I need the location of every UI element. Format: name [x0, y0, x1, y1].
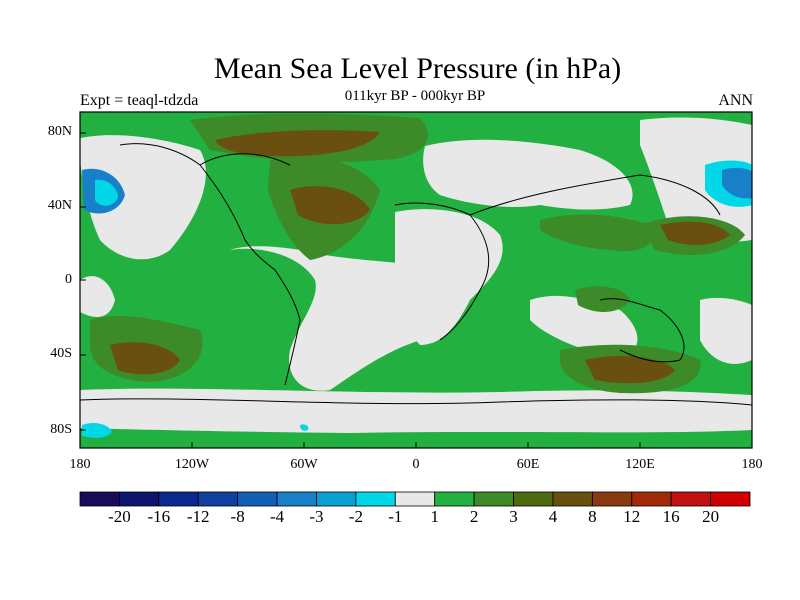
x-tick-label: 120E: [625, 457, 655, 472]
chart-title: Mean Sea Level Pressure (in hPa): [213, 52, 622, 85]
negative-regions: [82, 160, 752, 438]
y-tick-label: 0: [65, 272, 72, 287]
colorbar-label: -4: [269, 507, 285, 526]
colorbar-label: -16: [147, 507, 171, 526]
colorbar-swatch: [197, 491, 239, 507]
colorbar-label: -2: [348, 507, 363, 526]
axis-ticks: [80, 132, 641, 448]
colorbar-label: -20: [108, 507, 131, 526]
x-tick-label: 120W: [174, 457, 210, 472]
x-tick-label: 180: [69, 457, 91, 472]
colorbar-label: 2: [469, 507, 479, 526]
colorbar-label: 16: [662, 507, 680, 526]
x-tick-label: 60W: [290, 457, 318, 472]
colorbar-label: -12: [186, 507, 210, 526]
colorbar-swatch: [710, 491, 751, 507]
map-field: [80, 112, 752, 448]
colorbar-label: 12: [623, 507, 641, 526]
colorbar-swatch: [552, 491, 593, 507]
colorbar-label: 1: [430, 507, 439, 526]
colorbar-swatch: [119, 491, 160, 507]
colorbar-swatch: [434, 491, 475, 507]
season-label: ANN: [718, 92, 753, 109]
colorbar-swatch: [591, 491, 633, 507]
x-tick-label: 180: [741, 457, 763, 472]
y-tick-label: 40S: [50, 346, 72, 361]
colorbar-swatch: [631, 491, 672, 507]
colorbar-swatch: [158, 491, 199, 507]
colorbar-swatch: [513, 491, 554, 507]
y-tick-label: 80S: [50, 422, 72, 437]
colorbar-swatch: [670, 491, 711, 507]
experiment-label: Expt = teaql-tdzda: [80, 92, 199, 109]
colorbar-swatch: [276, 491, 317, 507]
x-tick-label: 60E: [516, 457, 540, 472]
coastlines: [80, 143, 752, 406]
colorbar-label: 8: [588, 507, 597, 526]
colorbar-label: 20: [702, 507, 720, 526]
x-tick-label: 0: [412, 457, 420, 472]
colorbar-label: -8: [230, 507, 245, 526]
y-tick-label: 80N: [47, 124, 72, 139]
colorbar-swatch: [355, 491, 396, 507]
colorbar: [79, 491, 751, 507]
level-4-regions: [110, 130, 730, 384]
colorbar-label: -3: [309, 507, 324, 526]
colorbar-swatch: [237, 491, 278, 507]
colorbar-swatch: [79, 491, 120, 507]
colorbar-label: -1: [388, 507, 403, 526]
colorbar-label: 3: [509, 507, 518, 526]
colorbar-swatch: [473, 491, 514, 507]
colorbar-swatch: [394, 491, 436, 507]
colorbar-swatch: [316, 491, 357, 507]
y-tick-label: 40N: [47, 198, 72, 213]
chart-subtitle: 011kyr BP - 000kyr BP: [344, 88, 486, 104]
colorbar-label: 4: [548, 507, 558, 526]
